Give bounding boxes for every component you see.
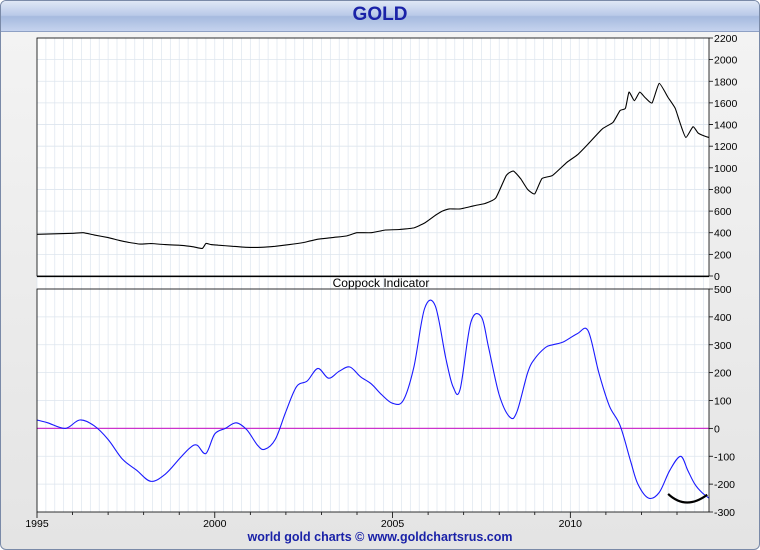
price-series-line bbox=[36, 82, 710, 249]
y-tick-label: 800 bbox=[714, 184, 732, 196]
y-tick-label: 1600 bbox=[714, 98, 738, 110]
y-tick-label: 1000 bbox=[714, 163, 738, 175]
bottom-arc-annotation bbox=[667, 493, 708, 504]
y-tick-label: 200 bbox=[714, 368, 732, 380]
y-tick-label: 1800 bbox=[714, 76, 738, 88]
y-tick-label: -300 bbox=[714, 507, 735, 519]
x-tick-label: 1995 bbox=[25, 518, 49, 530]
x-tick-label: 2005 bbox=[381, 518, 405, 530]
y-tick-label: -100 bbox=[714, 451, 735, 463]
y-tick-label: 2000 bbox=[714, 55, 738, 67]
y-tick-label: 600 bbox=[714, 206, 732, 218]
chart-title: GOLD bbox=[352, 4, 408, 25]
y-tick-label: 400 bbox=[714, 312, 732, 324]
y-tick-label: 2200 bbox=[714, 33, 738, 45]
coppock-panel-border bbox=[36, 288, 710, 513]
y-tick-label: 1200 bbox=[714, 141, 738, 153]
coppock-series-line bbox=[36, 299, 710, 500]
y-tick-label: 0 bbox=[714, 271, 720, 283]
plot-background bbox=[37, 38, 709, 512]
title-bar: GOLD bbox=[1, 1, 759, 32]
y-tick-label: 200 bbox=[714, 249, 732, 261]
y-tick-label: 300 bbox=[714, 340, 732, 352]
y-tick-label: -200 bbox=[714, 479, 735, 491]
footer-credit: world gold charts © www.goldchartsrus.co… bbox=[247, 530, 513, 544]
y-tick-label: 0 bbox=[714, 423, 720, 435]
y-tick-label: 400 bbox=[714, 228, 732, 240]
x-tick-label: 2010 bbox=[559, 518, 583, 530]
y-tick-label: 100 bbox=[714, 396, 732, 408]
x-tick-label: 2000 bbox=[203, 518, 227, 530]
y-tick-label: 1400 bbox=[714, 120, 738, 132]
indicator-title: Coppock Indicator bbox=[333, 276, 430, 290]
y-tick-label: 500 bbox=[714, 284, 732, 296]
